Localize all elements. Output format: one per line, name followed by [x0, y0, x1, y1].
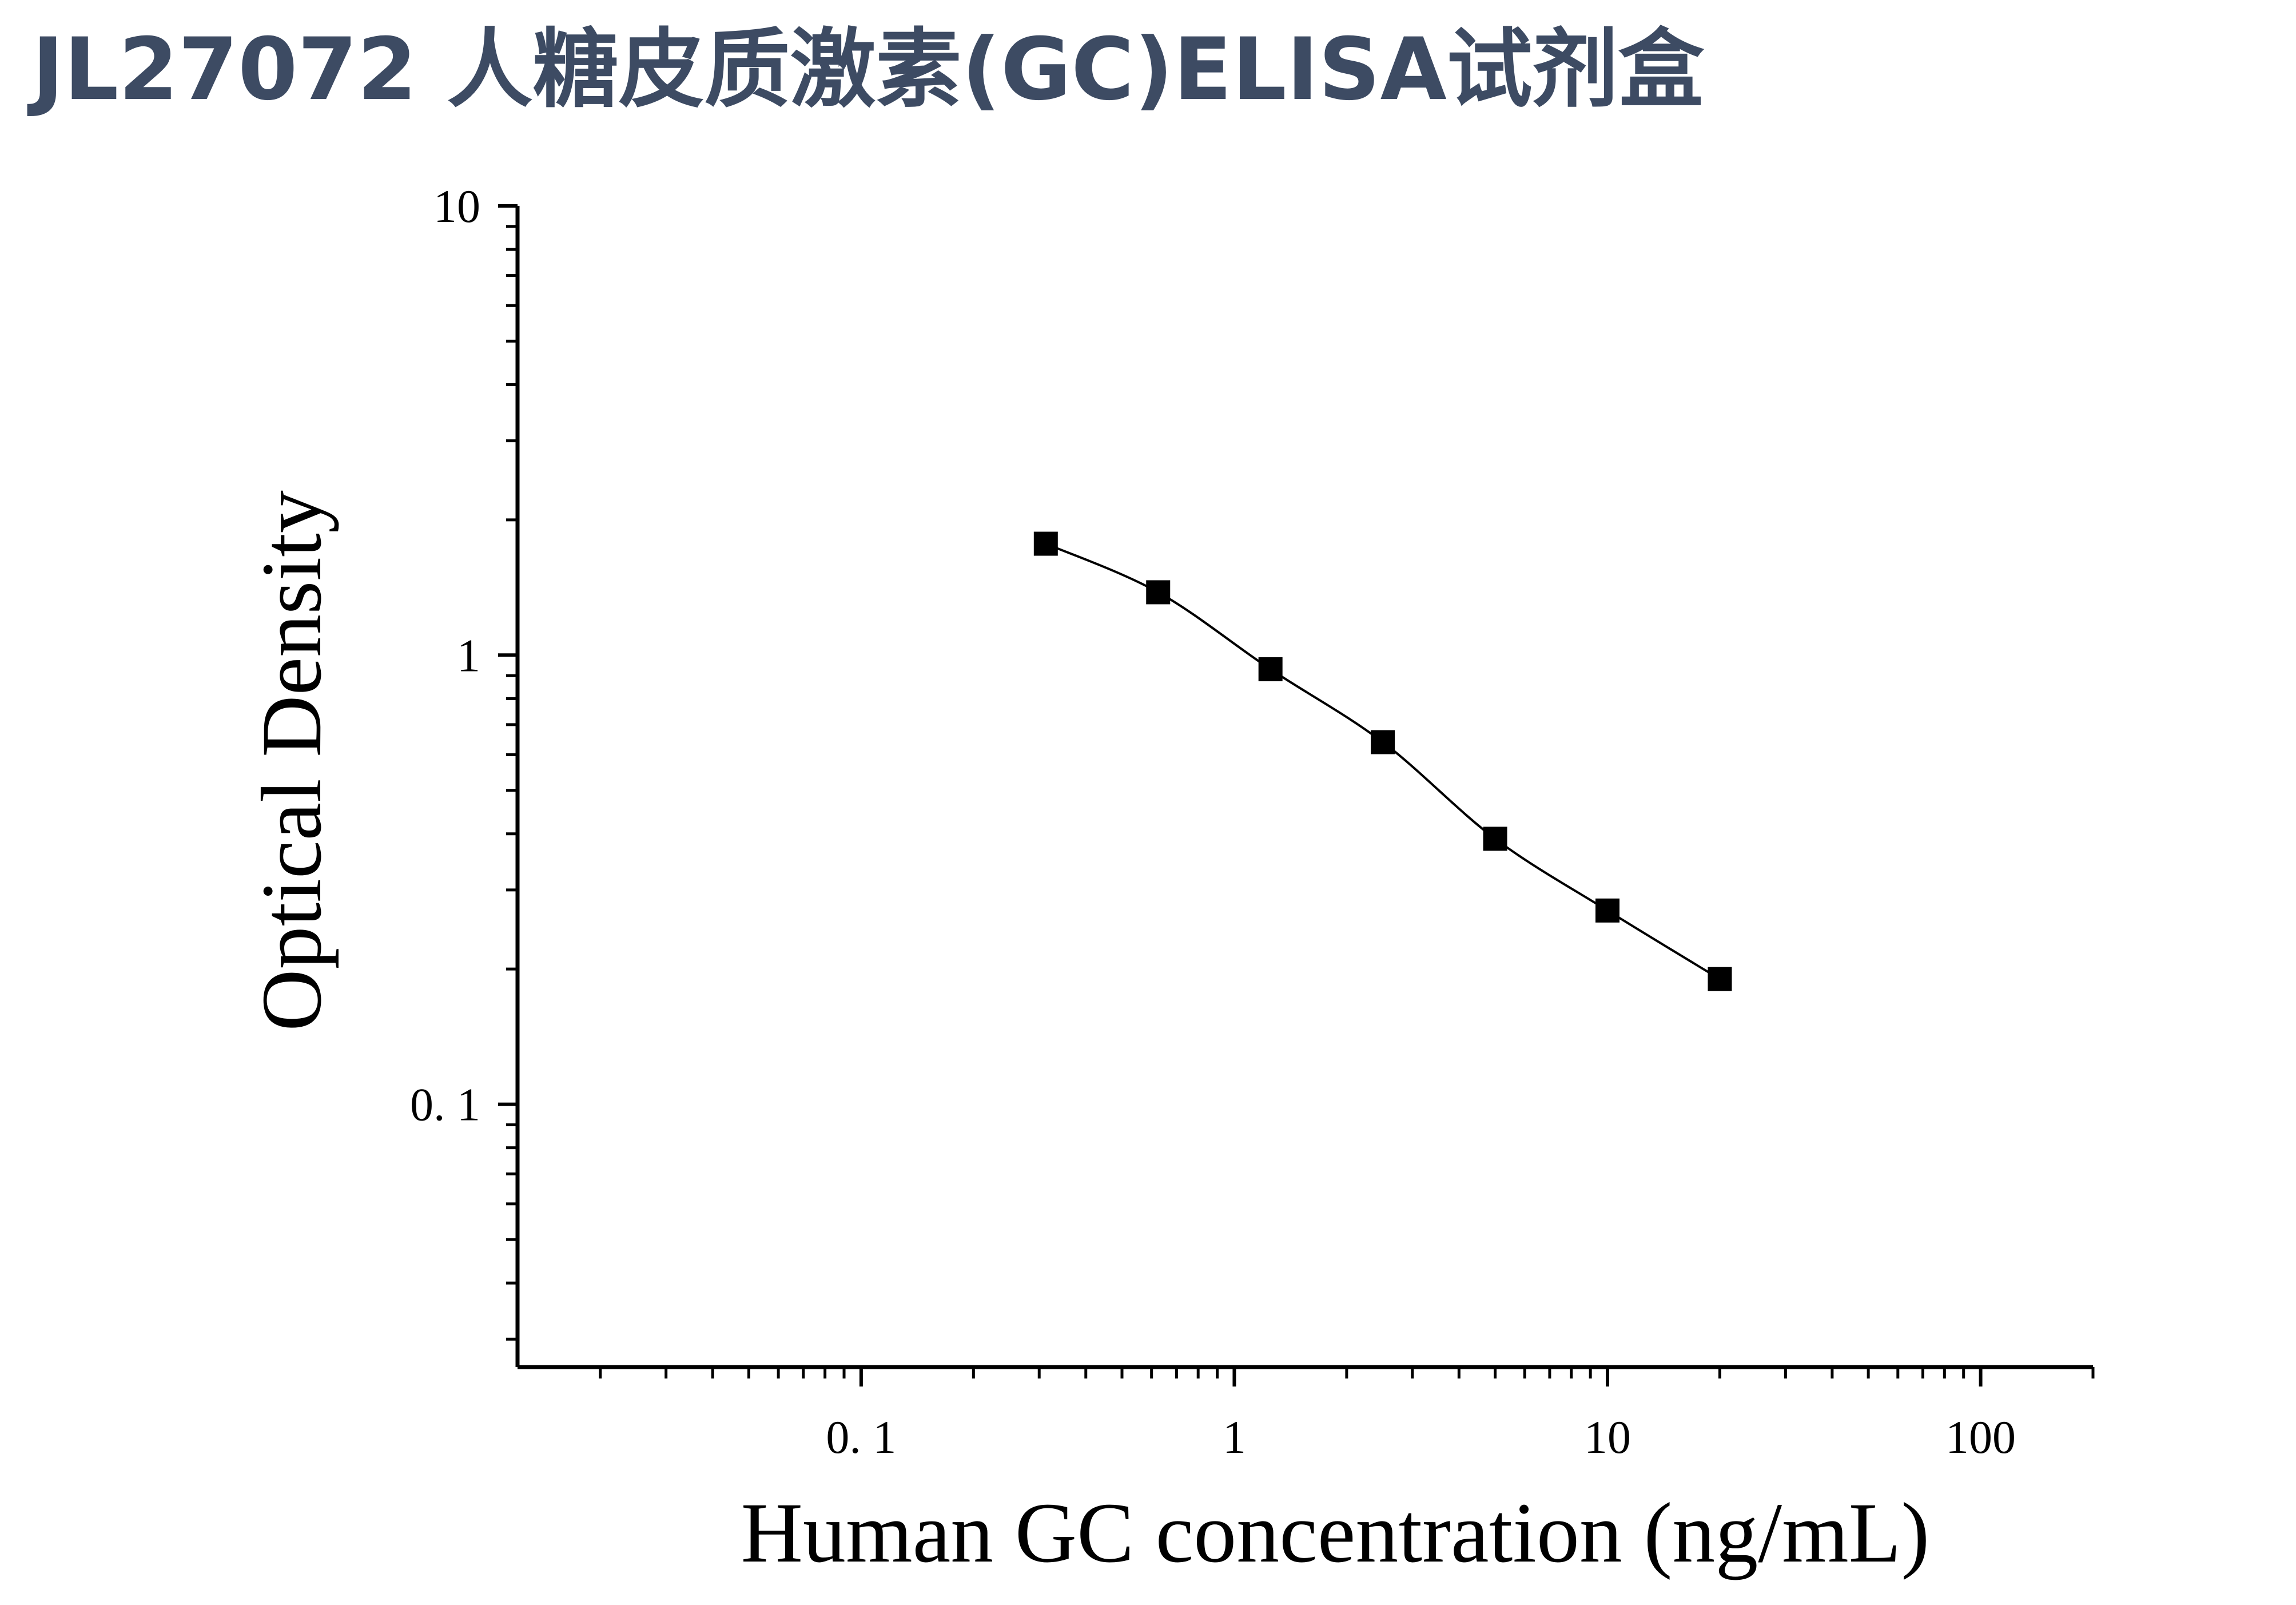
data-point	[1708, 967, 1732, 991]
data-point	[1033, 531, 1058, 556]
data-point	[1146, 580, 1171, 605]
x-tick-label: 1	[1223, 1411, 1246, 1463]
x-tick-label: 0. 1	[826, 1411, 896, 1463]
tick-labels: 0. 1 1 10 100 0. 1 1 10	[410, 180, 2016, 1463]
ticks	[498, 204, 2095, 1387]
data-point	[1258, 657, 1283, 682]
x-tick-label: 10	[1584, 1411, 1631, 1463]
y-tick-label: 1	[457, 629, 480, 681]
x-tick-label: 100	[1945, 1411, 2016, 1463]
data-point	[1483, 827, 1507, 851]
data-markers	[1033, 531, 1732, 991]
y-tick-label: 10	[433, 180, 480, 232]
page-title: JL27072 人糖皮质激素(GC)ELISA试剂盒	[32, 20, 1704, 120]
x-axis-label: Human GC concentration (ng/mL)	[741, 1485, 1930, 1580]
y-tick-label: 0. 1	[410, 1079, 480, 1131]
data-point	[1595, 898, 1620, 923]
axes	[515, 206, 2093, 1369]
y-axis-label: Optical Density	[244, 490, 339, 1031]
data-point	[1371, 730, 1395, 754]
